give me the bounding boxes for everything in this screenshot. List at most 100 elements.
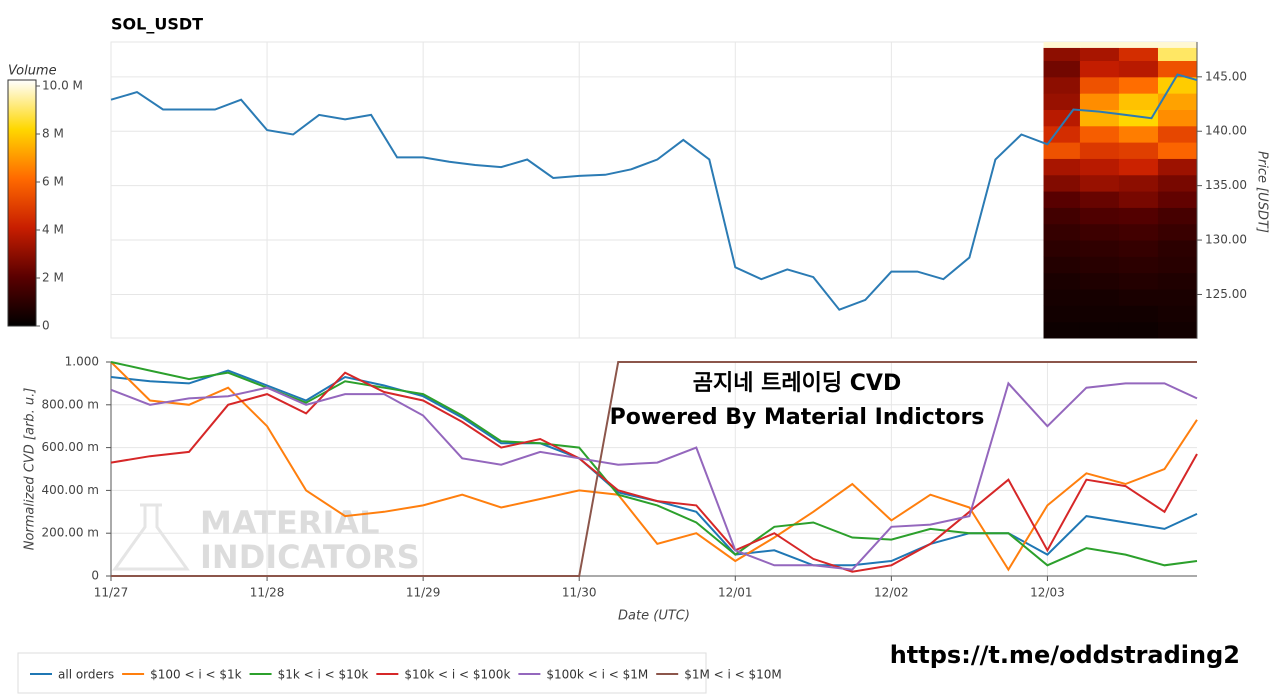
heatmap-cell	[1043, 223, 1081, 241]
x-tick-label: 12/01	[718, 586, 753, 600]
heatmap-cell	[1118, 305, 1159, 323]
colorbar-tick-label: 0	[42, 319, 50, 333]
plot-frame	[110, 41, 1198, 339]
y-tick-label: 200.00 m	[42, 526, 100, 540]
x-tick-label: 11/27	[94, 586, 129, 600]
heatmap-cell	[1043, 191, 1081, 208]
heatmap-cell	[1118, 272, 1159, 290]
heatmap-cell	[1043, 60, 1081, 78]
heatmap-cell	[1157, 256, 1198, 274]
heatmap-cell	[1079, 76, 1120, 94]
legend-label: $1k < i < $10k	[278, 668, 369, 682]
heatmap-cell	[1079, 47, 1120, 61]
heatmap-cell	[1118, 109, 1159, 127]
y-axis-label: Normalized CVD [arb. u.]	[23, 388, 38, 551]
heatmap-cell	[1043, 142, 1081, 159]
heatmap-cell	[1118, 174, 1159, 192]
colorbar-tick-label: 6 M	[42, 175, 64, 189]
heatmap-cell	[1079, 174, 1120, 192]
legend-label: $1M < i < $10M	[684, 668, 782, 682]
heatmap-cell	[1043, 125, 1081, 143]
heatmap-cell	[1157, 321, 1198, 339]
heatmap-cell	[1079, 60, 1120, 78]
heatmap-cell	[1043, 272, 1081, 290]
heatmap-cell	[1157, 240, 1198, 257]
colorbar	[7, 79, 37, 327]
heatmap-cell	[1118, 289, 1159, 306]
x-tick-label: 12/02	[874, 586, 909, 600]
y-axis-label: Price [USDT]	[1255, 151, 1270, 233]
heatmap-cell	[1118, 42, 1159, 48]
heatmap-cell	[1118, 93, 1159, 110]
heatmap-cell	[1157, 158, 1198, 176]
x-tick-label: 11/28	[250, 586, 285, 600]
heatmap-cell	[1043, 240, 1081, 257]
heatmap-cell	[1079, 142, 1120, 159]
x-axis-label: Date (UTC)	[618, 609, 690, 624]
heatmap-cell	[1079, 240, 1120, 257]
heatmap-cell	[1079, 191, 1120, 208]
heatmap-cell	[1118, 240, 1159, 257]
heatmap-cell	[1043, 42, 1081, 48]
annotation: Powered By Material Indictors	[610, 405, 985, 430]
colorbar-tick-label: 10.0 M	[42, 79, 83, 93]
y-tick-label: 1.000	[65, 355, 99, 369]
heatmap-cell	[1079, 158, 1120, 176]
y-tick-label: 125.00	[1205, 287, 1247, 301]
cvd-line	[110, 361, 1198, 567]
heatmap-cell	[1079, 256, 1120, 274]
price-line	[110, 73, 1198, 311]
heatmap-cell	[1118, 47, 1159, 61]
heatmap-cell	[1043, 47, 1081, 61]
x-tick-label: 11/30	[562, 586, 597, 600]
x-tick-label: 11/29	[406, 586, 441, 600]
heatmap-cell	[1043, 76, 1081, 94]
heatmap-cell	[1118, 142, 1159, 159]
colorbar-tick-label: 8 M	[42, 127, 64, 141]
heatmap-cell	[1118, 207, 1159, 225]
footer-url: https://t.me/oddstrading2	[890, 641, 1240, 669]
colorbar-tick-label: 4 M	[42, 223, 64, 237]
heatmap-cell	[1043, 289, 1081, 306]
heatmap-cell	[1118, 321, 1159, 339]
cvd-line	[111, 361, 1197, 577]
heatmap-cell	[1079, 125, 1120, 143]
annotation: 곰지네 트레이딩 CVD	[693, 371, 901, 396]
heatmap-cell	[1157, 109, 1198, 127]
legend-label: $100k < i < $1M	[546, 668, 648, 682]
heatmap-cell	[1118, 76, 1159, 94]
chart-title: SOL_USDT	[111, 15, 203, 34]
heatmap-cell	[1118, 158, 1159, 176]
heatmap-cell	[1118, 60, 1159, 78]
heatmap-cell	[1118, 125, 1159, 143]
heatmap-cell	[1079, 272, 1120, 290]
heatmap-cell	[1079, 42, 1120, 48]
heatmap-cell	[1043, 305, 1081, 323]
cvd-line	[110, 371, 1198, 573]
heatmap-cell	[1079, 207, 1120, 225]
heatmap-cell	[1118, 223, 1159, 241]
colorbar-title: Volume	[8, 64, 57, 79]
heatmap-cell	[1043, 321, 1081, 339]
legend: all orders $100 < i < $1k $1k < i < $10k $1…	[30, 668, 782, 682]
heatmap-cell	[1157, 125, 1198, 143]
heatmap-cell	[1157, 60, 1198, 78]
heatmap-cell	[1157, 47, 1198, 61]
legend-label: all orders	[58, 668, 114, 682]
heatmap-cell	[1157, 207, 1198, 225]
colorbar-tick-label: 2 M	[42, 271, 64, 285]
legend-label: $100 < i < $1k	[150, 668, 242, 682]
heatmap-cell	[1157, 223, 1198, 241]
heatmap-cell	[1157, 305, 1198, 323]
heatmap-cell	[1079, 289, 1120, 306]
y-tick-label: 0	[91, 569, 99, 583]
heatmap-cell	[1157, 142, 1198, 159]
y-tick-label: 400.00 m	[42, 483, 100, 497]
heatmap-cell	[1157, 272, 1198, 290]
cvd-line	[110, 381, 1198, 571]
heatmap-cell	[1043, 174, 1081, 192]
watermark: MATERIAL INDICATORS	[112, 503, 420, 576]
heatmap-cell	[1157, 174, 1198, 192]
y-tick-label: 600.00 m	[42, 440, 100, 454]
watermark-text: INDICATORS	[200, 538, 420, 576]
